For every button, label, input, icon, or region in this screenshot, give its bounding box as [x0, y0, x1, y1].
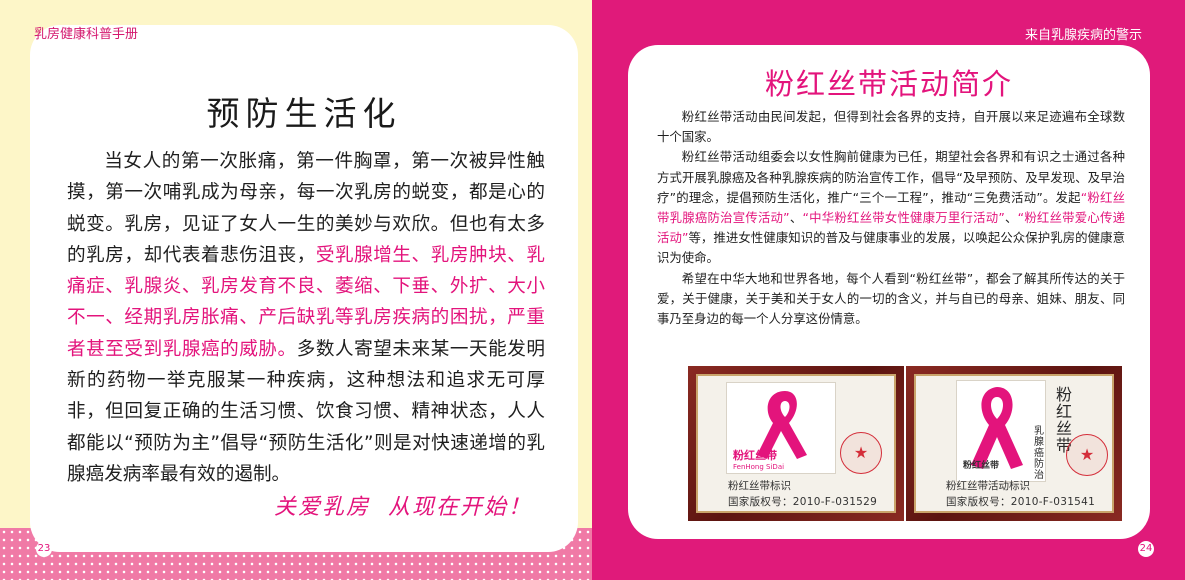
paragraph-1: 粉红丝带活动由民间发起，但得到社会各界的支持，自开展以来足迹遍布全球数十个国家。: [657, 109, 1125, 145]
body-text-highlight: 受乳腺增生、乳房肿块、乳痛症、乳腺炎、乳房发育不良、萎缩、下垂、外扩、大小不一、…: [67, 244, 545, 360]
right-content-card: 粉红丝带活动简介 粉红丝带活动由民间发起，但得到社会各界的支持，自开展以来足迹遍…: [628, 45, 1150, 539]
emblem-title-2: 粉红丝带: [963, 461, 1000, 471]
separator-2: 、: [1004, 210, 1018, 226]
certificate-label-2: 粉红丝带活动标识: [946, 480, 1030, 492]
right-running-header: 来自乳腺疾病的警示: [1024, 28, 1142, 43]
pink-ribbon-emblem-2: 粉红丝带: [956, 380, 1046, 482]
emblem-title-1: 粉红丝带: [733, 449, 777, 462]
right-page: 来自乳腺疾病的警示 粉红丝带活动简介 粉红丝带活动由民间发起，但得到社会各界的支…: [592, 0, 1185, 580]
certificate-label-1: 粉红丝带标识: [728, 480, 791, 492]
right-body-text: 粉红丝带活动由民间发起，但得到社会各界的支持，自开展以来足迹遍布全球数十个国家。…: [657, 107, 1125, 329]
slogan: 关爱乳房 从现在开始！: [274, 495, 532, 520]
paragraph-2-text-a: 粉红丝带活动组委会以女性胸前健康为已任，期望社会各界和有识之士通过各种方式开展乳…: [657, 149, 1125, 205]
pink-ribbon-icon: [971, 387, 1023, 469]
certificate-frame-2: 粉红丝带 乳腺癌防治 粉红丝带 ★ 粉红丝带活动标识 国家版权号：2010-F-…: [906, 366, 1122, 521]
paragraph-3: 希望在中华大地和世界各地，每个人看到“粉红丝带”，都会了解其所传达的关于爱，关于…: [657, 270, 1125, 327]
copyright-number-1: 国家版权号：2010-F-031529: [728, 496, 878, 508]
certificate-inner-2: 粉红丝带 乳腺癌防治 粉红丝带 ★ 粉红丝带活动标识 国家版权号：2010-F-…: [914, 374, 1114, 513]
left-running-header: 乳房健康科普手册: [34, 27, 139, 42]
official-seal-1: ★: [840, 432, 882, 474]
paragraph-2: 粉红丝带活动组委会以女性胸前健康为已任，期望社会各界和有识之士通过各种方式开展乳…: [657, 147, 1125, 268]
campaign-name-2: “中华粉红丝带女性健康万里行活动”: [802, 210, 1005, 226]
campaign-name-1: “粉红丝带乳腺癌防治宣传活动”: [657, 189, 1125, 226]
pink-ribbon-emblem-1: 粉红丝带 FenHong SiDai: [726, 382, 836, 474]
body-text-part1: 当女人的第一次胀痛，第一件胸罩，第一次被异性触摸，第一次哺乳成为母亲，每一次乳房…: [67, 151, 545, 266]
vertical-name: 粉红丝带: [1055, 385, 1072, 455]
vertical-subtitle: 乳腺癌防治: [1034, 426, 1044, 481]
page-number-right: 24: [1138, 541, 1154, 557]
official-seal-2: ★: [1066, 434, 1108, 476]
separator-1: 、: [789, 210, 803, 226]
body-text-part2: 多数人寄望未来某一天能发明新的药物一举克服某一种疾病，这种想法和追求无可厚非，但…: [67, 338, 545, 485]
page-title: 预防生活化: [206, 94, 402, 133]
left-body-text: 当女人的第一次胀痛，第一件胸罩，第一次被异性触摸，第一次哺乳成为母亲，每一次乳房…: [67, 146, 545, 490]
seal-star-icon: ★: [853, 443, 869, 462]
emblem-subtitle-1: FenHong SiDai: [733, 463, 785, 471]
seal-star-icon: ★: [1079, 445, 1095, 464]
campaign-name-3: “粉红丝带爱心传递活动”: [657, 210, 1126, 246]
copyright-number-2: 国家版权号：2010-F-031541: [946, 496, 1096, 508]
page-number-left: 23: [36, 541, 52, 557]
certificate-inner-1: 粉红丝带 FenHong SiDai ★ 粉红丝带标识 国家版权号：2010-F…: [696, 374, 896, 513]
left-content-card: 预防生活化 当女人的第一次胀痛，第一件胸罩，第一次被异性触摸，第一次哺乳成为母亲…: [30, 25, 578, 552]
left-page: 预防生活化 当女人的第一次胀痛，第一件胸罩，第一次被异性触摸，第一次哺乳成为母亲…: [0, 0, 592, 580]
paragraph-2-text-b: 等，推进女性健康知识的普及与健康事业的发展，以唤起公众保护乳房的健康意识为使命。: [657, 230, 1126, 266]
section-title: 粉红丝带活动简介: [764, 67, 1013, 101]
certificate-frame-1: 粉红丝带 FenHong SiDai ★ 粉红丝带标识 国家版权号：2010-F…: [688, 366, 904, 521]
pink-ribbon-icon: [757, 391, 807, 459]
